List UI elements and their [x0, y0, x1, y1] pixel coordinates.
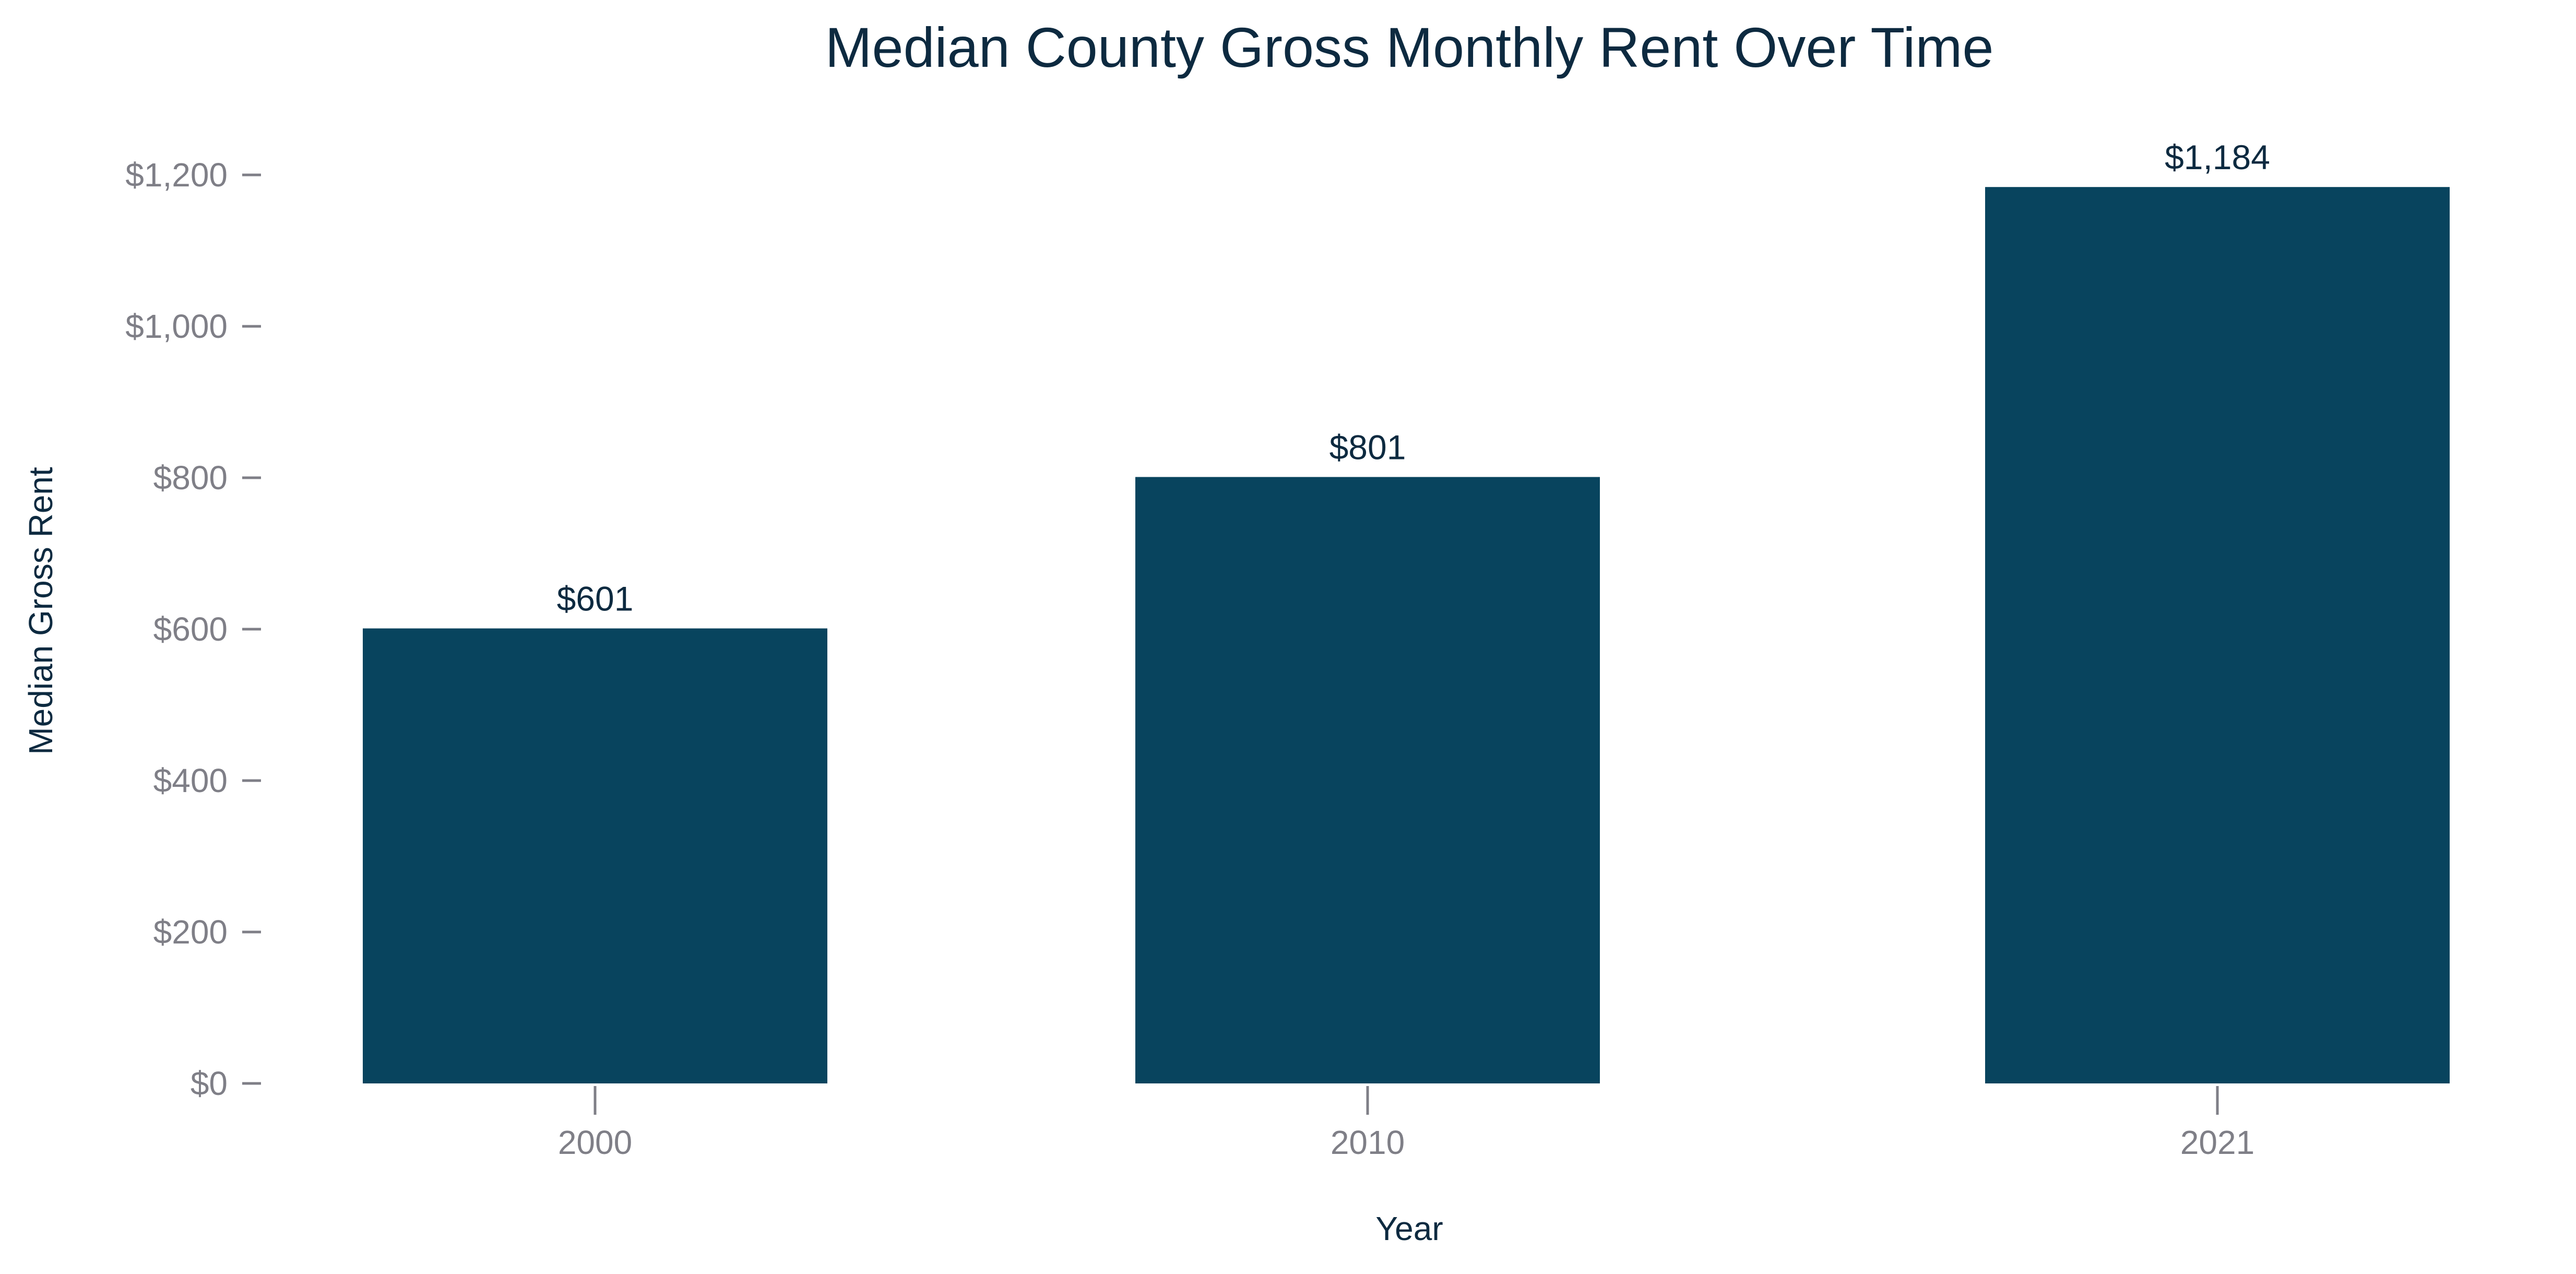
x-tick-label: 2021	[2180, 1124, 2254, 1161]
bar-series	[363, 187, 2450, 1084]
data-labels: $601 $801 $1,184	[557, 138, 2270, 618]
y-tick-label: $200	[153, 913, 228, 951]
y-axis: $0 $200 $400 $600 $800 $1,000 $1,200	[125, 156, 261, 1102]
x-axis: 2000 2010 2021	[558, 1086, 2254, 1161]
y-tick-label: $1,000	[125, 308, 228, 345]
y-tick-label: $600	[153, 610, 228, 648]
chart-title: Median County Gross Monthly Rent Over Ti…	[825, 16, 1994, 79]
y-tick-label: $400	[153, 762, 228, 799]
y-tick-label: $800	[153, 459, 228, 497]
y-tick-label: $0	[191, 1065, 228, 1102]
data-label-2021: $1,184	[2165, 138, 2270, 176]
data-label-2000: $601	[557, 580, 634, 618]
bar-2000	[363, 628, 827, 1083]
y-tick-label: $1,200	[125, 156, 228, 194]
x-tick-label: 2000	[558, 1124, 632, 1161]
x-axis-label: Year	[1375, 1210, 1443, 1247]
data-label-2010: $801	[1329, 428, 1406, 467]
bar-2021	[1985, 187, 2450, 1084]
x-tick-label: 2010	[1331, 1124, 1405, 1161]
y-axis-label: Median Gross Rent	[22, 467, 60, 755]
bar-2010	[1135, 477, 1600, 1083]
